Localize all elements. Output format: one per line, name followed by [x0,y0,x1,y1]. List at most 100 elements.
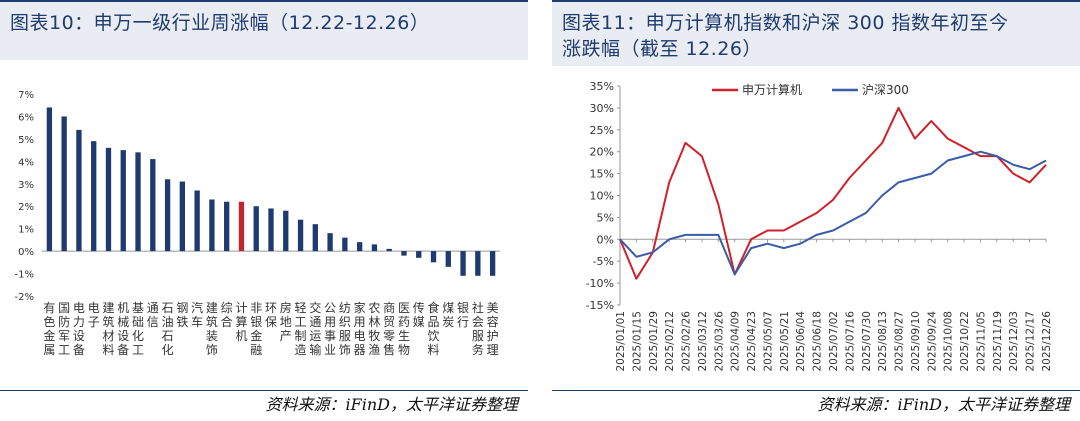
x-tick-label: 会 [472,315,484,329]
x-tick-label: 2025/09/10 [910,311,922,372]
x-tick-label: 容 [487,314,499,329]
x-tick-label: 石 [162,301,174,315]
x-tick-label: 2025/06/18 [812,311,824,372]
x-tick-label: 传 [413,300,425,315]
y-tick-label: -10% [586,277,614,290]
y-tick-label: 4% [18,157,34,168]
x-tick-label: 2025/03/12 [697,311,709,372]
x-tick-label: 机 [117,301,129,315]
x-tick-label: 装 [206,329,218,343]
x-tick-label: 合 [221,314,233,329]
x-tick-label: 用 [354,315,366,329]
x-tick-label: 军 [58,329,70,343]
x-tick-label: 饮 [428,329,440,343]
x-tick-label: 筑 [206,314,218,329]
y-tick-label: 10% [590,190,614,203]
bar [76,129,82,252]
bar [489,251,496,276]
x-tick-label: 料 [428,343,440,357]
bar-chart: -2%-1%0%1%2%3%4%5%6%7%有色金属国防军工电力设备电子建筑材料… [15,90,500,357]
x-tick-label: 计 [235,301,247,315]
y-tick-label: 30% [590,102,614,115]
x-tick-label: 纺 [339,301,351,315]
x-tick-label: 医 [398,301,410,315]
x-tick-label: 美 [487,301,499,315]
x-tick-label: 基 [132,301,144,315]
right-source: 资料来源：iFinD，太平洋证券整理 [817,395,1070,414]
right-title-bar: 图表11：申万计算机指数和沪深 300 指数年初至今 涨跌幅（截至 12.26） [552,0,1080,66]
bar [61,116,67,252]
x-tick-label: 2025/07/16 [844,311,856,372]
right-panel: 图表11：申万计算机指数和沪深 300 指数年初至今 涨跌幅（截至 12.26）… [552,0,1080,421]
x-tick-label: 牧 [368,329,380,343]
x-tick-label: 银 [250,315,262,329]
bar [327,233,333,252]
x-tick-label: 筑 [102,314,114,329]
y-tick-label: 25% [590,124,614,137]
bar [416,251,422,258]
x-tick-label: 业 [324,343,336,357]
x-tick-label: 材 [102,329,114,343]
bar [46,107,53,252]
x-tick-label: 2025/12/03 [1008,311,1020,372]
x-tick-label: 生 [398,329,410,343]
y-tick-label: 35% [590,80,614,93]
bar [283,210,289,252]
bar [445,251,451,267]
x-tick-label: 轻 [295,301,307,315]
left-source: 资料来源：iFinD，太平洋证券整理 [265,395,518,414]
x-tick-label: 用 [324,315,336,329]
x-tick-label: 商 [383,300,395,315]
bar [91,141,97,252]
x-tick-label: 2025/09/24 [926,311,938,372]
x-tick-label: 公 [324,301,336,315]
x-tick-label: 售 [383,342,395,357]
x-tick-label: 零 [383,329,395,343]
x-tick-label: 通 [147,301,159,315]
x-tick-label: 炭 [442,315,454,329]
x-tick-label: 造 [295,343,307,357]
left-panel: 图表10：申万一级行业周涨幅（12.22-12.26） -2% -1% 0% 1% 2%… [0,0,528,421]
x-tick-label: 交 [309,300,321,315]
right-title-line1: 图表11：申万计算机指数和沪深 300 指数年初至今 [562,12,1009,34]
bar [105,147,112,252]
x-tick-label: 林 [368,315,380,329]
y-tick-label: 20% [590,146,614,159]
y-tick-label: 15% [590,168,614,181]
x-tick-label: 铁 [176,315,188,329]
x-tick-label: 2025/01/29 [648,311,660,372]
x-tick-label: 银 [457,301,469,315]
right-chart-title: 图表11：申万计算机指数和沪深 300 指数年初至今 涨跌幅（截至 12.26） [562,10,1072,62]
x-tick-label: 2025/10/08 [943,311,955,372]
y-tick-label: -1% [15,270,34,281]
x-tick-label: 食 [428,300,440,315]
x-tick-label: 2025/04/09 [730,311,742,372]
right-source-rule [552,390,1080,391]
x-tick-label: 料 [102,343,114,357]
y-tick-label: 3% [18,180,34,191]
y-tick-label: 5% [18,135,34,146]
y-tick-label: 6% [18,112,34,123]
y-tick-label: -15% [586,299,614,312]
x-tick-label: 信 [147,315,159,329]
x-tick-label: 防 [58,314,70,329]
x-tick-label: 国 [58,301,70,315]
y-tick-label: -5% [593,255,614,268]
x-tick-label: 物 [398,343,410,357]
bar [194,190,200,252]
x-tick-label: 制 [295,329,307,343]
x-tick-label: 械 [117,314,129,329]
bar [150,159,156,252]
x-tick-label: 融 [250,343,262,357]
x-tick-label: 2025/02/26 [681,311,693,372]
x-tick-label: 家 [354,300,366,315]
legend-label: 沪深300 [862,83,909,97]
left-chart-title: 图表10：申万一级行业周涨幅（12.22-12.26） [10,10,520,36]
y-tick-label: -2% [15,292,34,303]
series-line-computer [619,106,1047,280]
bar [460,251,466,276]
x-tick-label: 织 [339,315,351,329]
y-tick-label: 7% [18,90,34,101]
bar [297,219,304,252]
x-tick-label: 化 [162,343,174,357]
